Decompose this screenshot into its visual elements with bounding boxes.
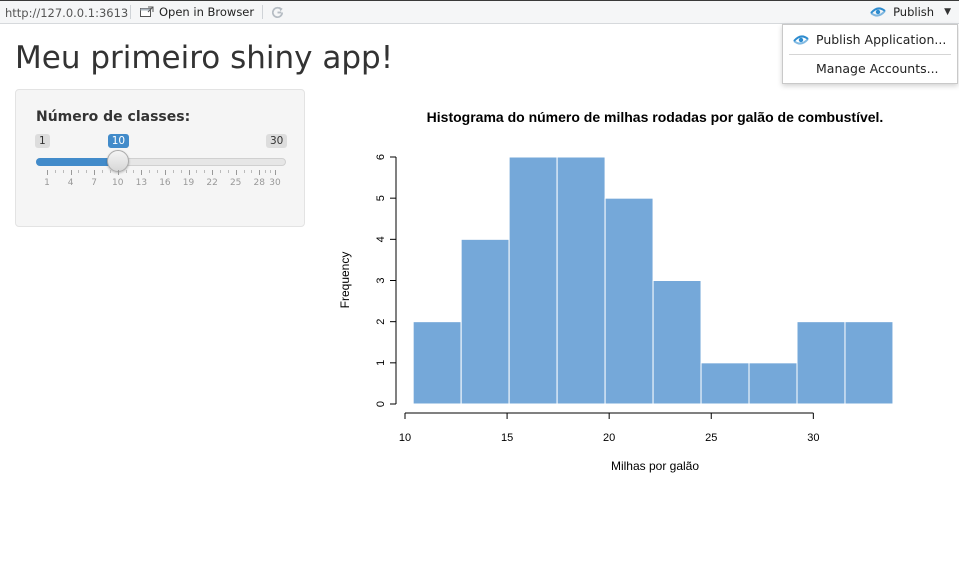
slider-minor-tick <box>86 170 88 173</box>
slider-tick <box>235 170 237 175</box>
y-tick-label: 6 <box>375 154 387 160</box>
slider-minor-tick <box>264 170 266 173</box>
chart-y-axis: 0 1 2 3 4 5 6 <box>375 154 397 407</box>
publish-icon <box>870 7 886 17</box>
histogram-bar <box>844 321 894 405</box>
slider-tick-label: 28 <box>253 178 265 188</box>
url-text: http://127.0.0.1:3613 <box>5 6 129 20</box>
viewer-toolbar: http://127.0.0.1:3613 Open in Browser Pu… <box>0 0 959 24</box>
slider-tick <box>141 170 143 175</box>
x-tick-label: 25 <box>705 432 717 444</box>
y-tick-label: 2 <box>375 319 387 325</box>
slider-minor-tick <box>78 170 80 173</box>
sidebar-panel: Número de classes: 1 30 10 1 4 7 10 13 16 19 22… <box>15 89 305 227</box>
slider-tick <box>212 170 214 175</box>
x-tick-label: 10 <box>399 432 411 444</box>
histogram-bar <box>508 156 558 405</box>
y-tick-label: 0 <box>375 401 387 407</box>
slider-minor-tick <box>109 170 111 173</box>
open-in-browser-button[interactable]: Open in Browser <box>140 5 254 19</box>
histogram-bar <box>748 362 798 405</box>
slider-minor-tick <box>251 170 253 173</box>
slider-value-label: 10 <box>107 134 130 148</box>
page-title: Meu primeiro shiny app! <box>15 40 394 76</box>
publish-icon <box>793 35 809 45</box>
slider-minor-tick <box>196 170 198 173</box>
slider-minor-tick <box>227 170 229 173</box>
toolbar-divider <box>130 5 131 19</box>
slider-tick <box>259 170 261 175</box>
slider-tick <box>275 170 276 175</box>
y-tick-label: 5 <box>375 195 387 201</box>
slider-tick-label: 22 <box>206 178 218 188</box>
slider-label: Número de classes: <box>36 109 191 125</box>
slider-tick-label: 30 <box>269 178 281 188</box>
menu-item-manage-accounts[interactable]: Manage Accounts... <box>783 57 957 79</box>
y-tick-label: 3 <box>375 277 387 283</box>
toolbar-divider <box>262 5 263 19</box>
slider-minor-tick <box>269 170 271 173</box>
slider-tick <box>117 170 119 175</box>
chart-x-axis: 10 15 20 25 30 <box>399 412 819 444</box>
slider-minor-tick <box>133 170 135 173</box>
menu-item-label: Manage Accounts... <box>816 61 939 76</box>
histogram-bar <box>604 197 654 405</box>
slider-tick-label: 10 <box>112 178 124 188</box>
slider-max-label: 30 <box>266 134 288 148</box>
slider-tick-label: 16 <box>159 178 171 188</box>
slider-minor-tick <box>204 170 206 173</box>
slider-minor-tick <box>54 170 56 173</box>
slider-minor-tick <box>157 170 159 173</box>
slider-tick-label: 25 <box>229 178 242 188</box>
x-tick-label: 30 <box>807 432 819 444</box>
slider-minor-tick <box>125 170 127 173</box>
publish-button[interactable]: Publish ▼ <box>869 5 951 19</box>
histogram-bar <box>460 238 510 405</box>
chart-x-axis-label: Milhas por galão <box>611 459 699 473</box>
slider-minor-tick <box>62 170 64 173</box>
slider-tick-label: 1 <box>44 178 50 188</box>
slider-tick <box>188 170 190 175</box>
open-in-browser-label: Open in Browser <box>159 5 255 19</box>
slider-minor-tick <box>219 170 221 173</box>
open-window-icon <box>140 6 154 17</box>
slider-minor-tick <box>180 170 182 173</box>
slider-tick <box>164 170 166 175</box>
publish-label: Publish <box>893 5 935 19</box>
histogram-bar <box>556 156 606 405</box>
slider-tick-label: 19 <box>182 178 195 188</box>
chart-title: Histograma do número de milhas rodadas p… <box>427 109 884 125</box>
histogram-bar <box>412 321 462 405</box>
menu-item-publish-application[interactable]: Publish Application... <box>783 28 957 50</box>
menu-item-label: Publish Application... <box>816 32 947 47</box>
menu-divider <box>789 54 951 55</box>
histogram-bar <box>652 280 702 405</box>
publish-menu: Publish Application... Manage Accounts..… <box>782 24 958 84</box>
slider-minor-tick <box>172 170 174 173</box>
slider-tick <box>47 170 48 175</box>
refresh-icon[interactable] <box>270 5 285 20</box>
slider-tick-label: 4 <box>67 178 74 188</box>
y-tick-label: 4 <box>375 236 387 242</box>
slider-tick-label: 7 <box>91 178 98 188</box>
slider-minor-tick <box>149 170 151 173</box>
slider-tick <box>70 170 72 175</box>
histogram-bar <box>700 362 750 405</box>
chevron-down-icon: ▼ <box>944 7 951 17</box>
histogram-bars <box>412 156 894 405</box>
slider-tick-label: 13 <box>135 178 148 188</box>
slider-minor-tick <box>102 170 104 173</box>
chart-y-axis-label: Frequency <box>338 252 352 309</box>
slider-fill <box>36 158 118 166</box>
slider-handle[interactable] <box>106 150 129 172</box>
histogram-bar <box>796 321 846 405</box>
x-tick-label: 15 <box>501 432 513 444</box>
slider-tick <box>94 170 96 175</box>
y-tick-label: 1 <box>375 360 387 366</box>
slider-minor-tick <box>243 170 245 173</box>
histogram-chart: Histograma do número de milhas rodadas p… <box>338 109 894 473</box>
x-tick-label: 20 <box>603 432 615 444</box>
slider-min-label: 1 <box>35 134 50 148</box>
